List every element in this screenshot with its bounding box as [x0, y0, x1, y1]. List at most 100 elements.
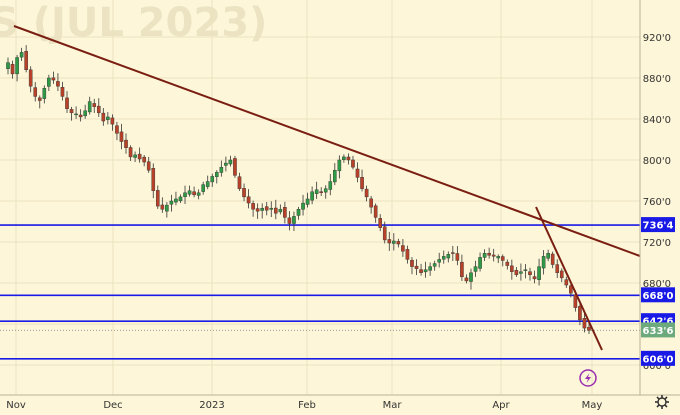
- candle-body: [155, 190, 160, 207]
- level-tag-label: 668'0: [643, 291, 674, 302]
- candle-body: [410, 259, 414, 267]
- lightning-icon[interactable]: [579, 369, 597, 387]
- candle-body: [514, 269, 519, 276]
- candle-body: [83, 110, 87, 117]
- candle: [119, 123, 124, 150]
- candle: [83, 104, 87, 119]
- candle: [337, 155, 342, 179]
- candle-body: [405, 249, 410, 260]
- candle: [392, 233, 396, 251]
- candle-body: [510, 265, 514, 272]
- candle-body: [301, 202, 305, 210]
- candle-body: [160, 204, 165, 210]
- candle: [514, 267, 519, 277]
- candle: [47, 74, 51, 92]
- candle: [196, 189, 201, 200]
- candle-body: [274, 207, 278, 214]
- candle-body: [260, 207, 264, 211]
- candle: [106, 112, 110, 125]
- x-tick-label: Mar: [383, 400, 403, 411]
- candle: [205, 175, 210, 190]
- candle: [510, 259, 514, 280]
- candle-body: [305, 198, 310, 205]
- candle-body: [373, 205, 378, 218]
- candle-body: [464, 277, 469, 282]
- candle: [237, 172, 242, 191]
- candle-body: [451, 252, 455, 254]
- candle: [351, 155, 355, 170]
- candle: [382, 221, 387, 244]
- candle-body: [6, 62, 10, 69]
- candle: [219, 160, 224, 177]
- candle: [96, 98, 101, 117]
- candle-body: [496, 256, 501, 259]
- candle: [65, 91, 69, 113]
- candle: [491, 248, 496, 262]
- y-tick-label: 600'0: [643, 361, 671, 372]
- candle-body: [19, 52, 24, 58]
- candle: [224, 156, 228, 172]
- candle-body: [342, 156, 346, 160]
- candle-body: [519, 271, 523, 274]
- candle: [373, 203, 378, 223]
- candle: [469, 268, 473, 290]
- candle: [33, 82, 38, 102]
- gear-icon[interactable]: [655, 395, 669, 409]
- candle-body: [401, 245, 405, 252]
- candle-body: [582, 318, 587, 329]
- candle: [69, 106, 74, 121]
- candle: [187, 185, 192, 197]
- x-tick-label: 2023: [199, 400, 224, 411]
- candle-body: [110, 117, 115, 125]
- candle-body: [283, 207, 287, 218]
- candle-body: [310, 191, 314, 201]
- candle: [432, 260, 437, 271]
- candle-body: [251, 203, 255, 210]
- candle: [569, 283, 573, 298]
- candle: [428, 262, 432, 276]
- candle-body: [328, 181, 333, 190]
- horizontal-levels: [0, 224, 640, 360]
- candle-body: [578, 306, 582, 321]
- level-tag-bg: [641, 350, 675, 366]
- candle-body: [469, 272, 473, 282]
- level-tag-label: 606'0: [643, 354, 674, 365]
- candle-body: [432, 263, 437, 267]
- candle-body: [242, 188, 246, 198]
- candle: [310, 186, 314, 205]
- candle: [101, 108, 106, 126]
- candle-body: [15, 57, 19, 75]
- candle: [360, 169, 364, 192]
- candle: [37, 95, 42, 109]
- candle-body: [151, 168, 156, 191]
- candle-body: [24, 51, 28, 71]
- candle-body: [337, 159, 342, 172]
- x-tick-label: Nov: [6, 400, 26, 411]
- candle-body: [65, 97, 69, 109]
- candle-body: [387, 239, 392, 244]
- candle: [165, 202, 169, 218]
- candle: [192, 186, 196, 198]
- candle-body: [205, 181, 210, 187]
- candle-body: [146, 161, 151, 171]
- candle-body: [564, 279, 569, 286]
- candle-body: [460, 261, 464, 278]
- candle: [178, 194, 183, 204]
- candle-body: [392, 240, 396, 244]
- candle-body: [441, 256, 446, 260]
- candle: [78, 109, 83, 122]
- candle-body: [124, 139, 128, 148]
- candle: [74, 106, 78, 119]
- level-tag-label: 642'6: [643, 317, 674, 328]
- candle-body: [183, 192, 187, 197]
- candle: [487, 247, 491, 259]
- candle: [19, 47, 24, 61]
- candle: [296, 206, 301, 220]
- candle-body: [491, 254, 496, 257]
- y-tick-label: 880'0: [643, 74, 671, 85]
- x-tick-label: Apr: [492, 400, 510, 411]
- candle-body: [505, 261, 510, 266]
- candle: [133, 151, 137, 162]
